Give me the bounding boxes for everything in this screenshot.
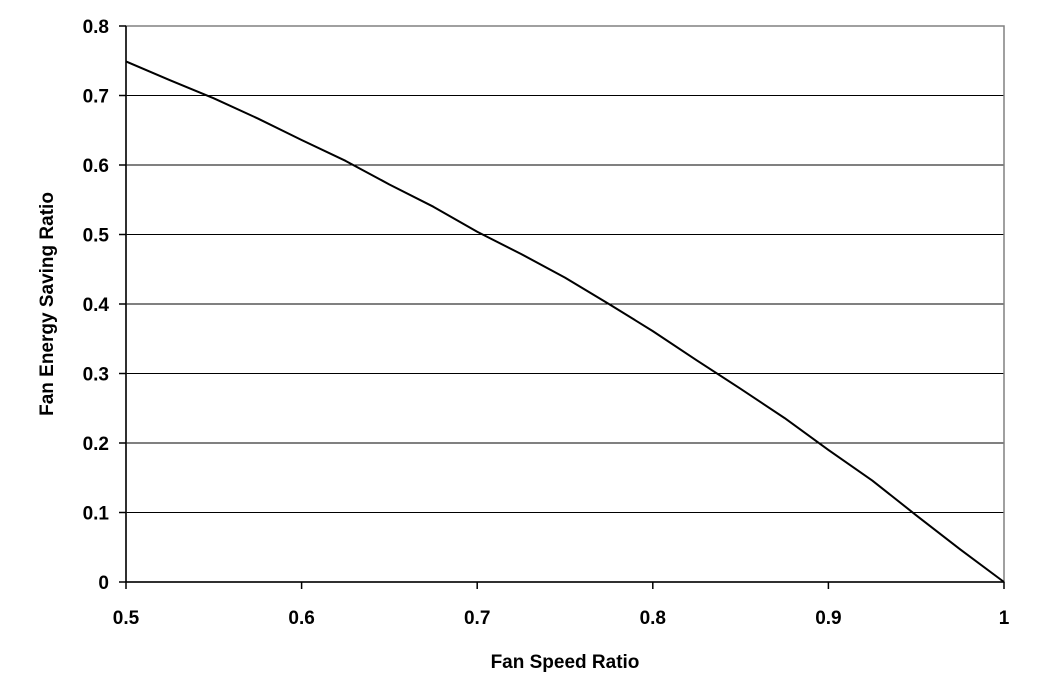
series-line-0: [125, 60, 1005, 583]
y-tick-label-7: 0.7: [83, 87, 109, 108]
y-tick-label-6: 0.6: [83, 156, 109, 177]
x-tick-label-1: 0.6: [288, 608, 314, 629]
y-tick-label-1: 0.1: [83, 504, 110, 525]
x-tick-label-3: 0.8: [640, 608, 666, 629]
y-tick-label-8: 0.8: [83, 17, 109, 38]
y-tick-label-3: 0.3: [83, 365, 109, 386]
y-axis-title: Fan Energy Saving Ratio: [37, 192, 58, 416]
x-tick-label-2: 0.7: [464, 608, 490, 629]
series-layer: [125, 60, 1005, 583]
x-axis-title: Fan Speed Ratio: [491, 652, 640, 673]
y-tick-label-4: 0.4: [83, 295, 110, 316]
x-tick-label-5: 1: [999, 608, 1010, 629]
x-tick-label-0: 0.5: [113, 608, 140, 629]
y-tick-label-5: 0.5: [83, 226, 110, 247]
x-axis-ticks: 0.5 0.6 0.7 0.8 0.9 1: [113, 582, 1010, 629]
y-tick-label-0: 0: [98, 573, 109, 594]
y-tick-label-2: 0.2: [83, 434, 109, 455]
x-tick-label-4: 0.9: [815, 608, 841, 629]
gridlines: [126, 95, 1004, 513]
y-axis-ticks: 0 0.1 0.2 0.3 0.4 0.5 0.6 0.7 0.8: [83, 17, 126, 594]
